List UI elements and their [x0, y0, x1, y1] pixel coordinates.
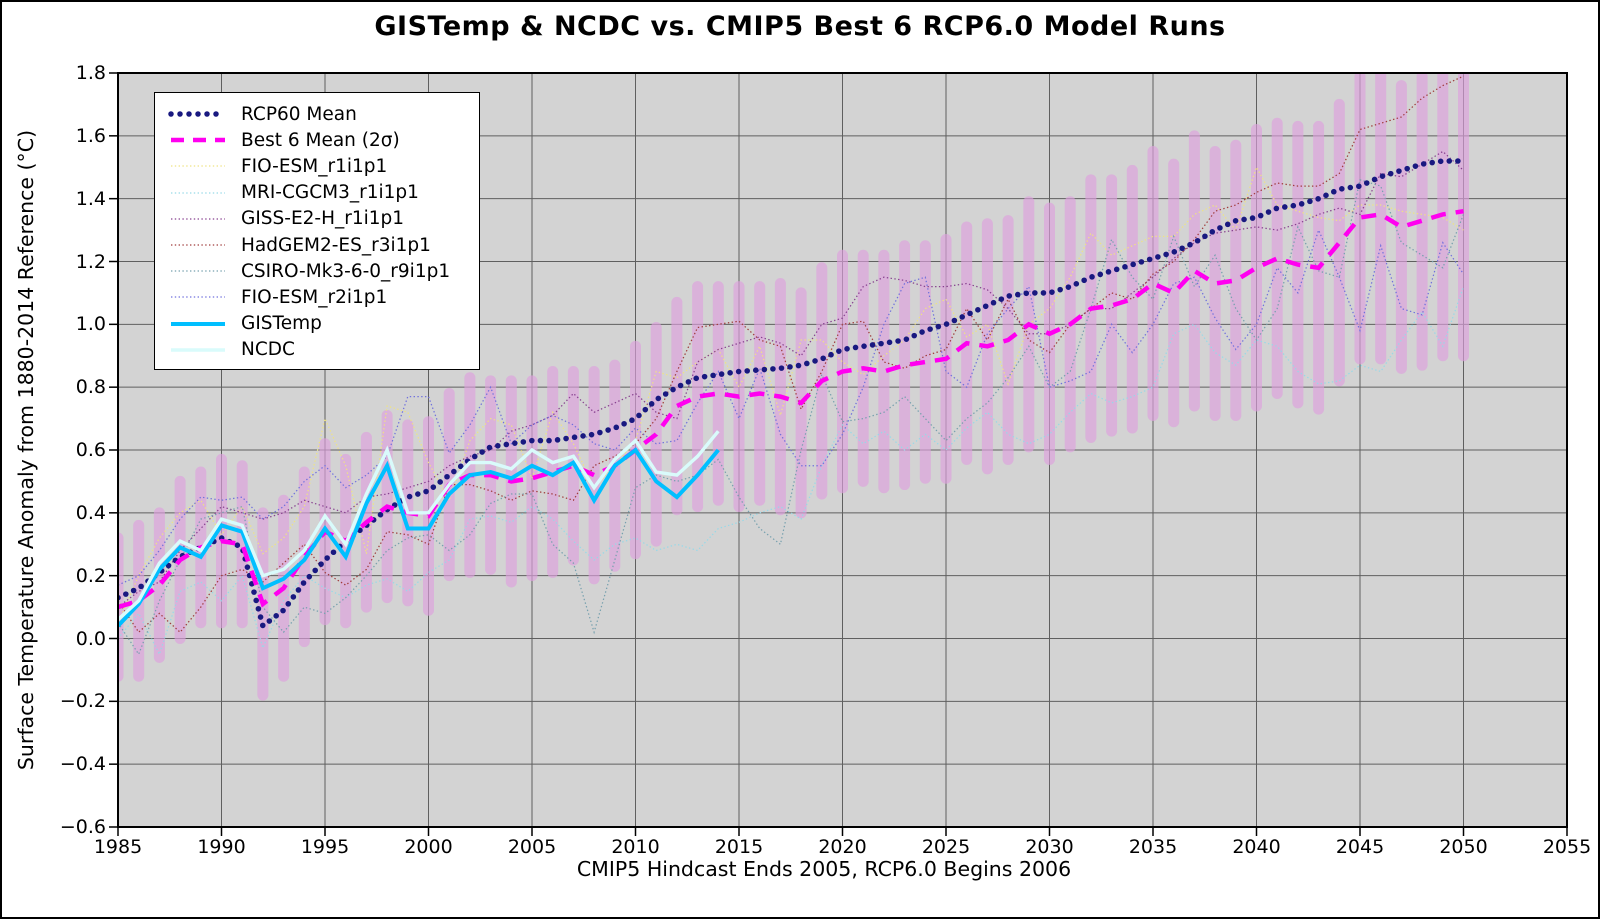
- y-tick-label: 1.8: [75, 62, 106, 84]
- x-tick-label: 2025: [921, 836, 971, 858]
- legend-swatch-hadgem2_es-line: [171, 244, 225, 246]
- legend-item-rcp60: RCP60 Mean: [167, 101, 479, 127]
- legend-label: MRI-CGCM3_r1i1p1: [241, 182, 419, 204]
- x-tick-label: 2000: [404, 836, 453, 858]
- y-tick-label: 0.2: [75, 564, 106, 587]
- series-line-fio_esm_r1: [118, 165, 1464, 624]
- x-tick-label: 2035: [1128, 836, 1178, 858]
- x-tick-label: 2040: [1232, 836, 1281, 858]
- legend-item-hadgem2_es: HadGEM2-ES_r3i1p1: [167, 232, 479, 258]
- legend-label: RCP60 Mean: [241, 103, 357, 125]
- legend-label: Best 6 Mean (2σ): [241, 129, 400, 151]
- legend-item-gistemp: GISTemp: [167, 311, 479, 337]
- x-tick-label: 2050: [1439, 836, 1488, 858]
- axes-spines: [117, 72, 1568, 828]
- legend-label: GISS-E2-H_r1i1p1: [241, 208, 405, 230]
- x-tick-label: 1985: [93, 836, 143, 858]
- x-tick-label: 2015: [714, 836, 764, 858]
- legend-swatch-rcp60-line: [168, 111, 228, 117]
- chart-title: GISTemp & NCDC vs. CMIP5 Best 6 RCP6.0 M…: [374, 11, 1226, 42]
- legend-swatch-giss_e2_h-line: [171, 218, 225, 220]
- y-tick-label: −0.2: [59, 690, 106, 713]
- legend-swatch-mri_cgcm3-line: [171, 192, 225, 194]
- y-tick-label: −0.6: [59, 816, 106, 838]
- y-tick-label: 1.2: [75, 250, 106, 273]
- x-tick-label: 1990: [197, 836, 246, 858]
- series-line-fio_esm_r2: [118, 228, 1465, 586]
- legend-item-fio_esm_r1: FIO-ESM_r1i1p1: [167, 153, 479, 179]
- legend-box: RCP60 Mean Best 6 Mean (2σ) FIO-ESM_r1i1p1…: [154, 92, 480, 370]
- series-line-giss_e2_h: [118, 150, 1464, 608]
- series-line-rcp60: [118, 158, 1467, 631]
- x-tick-label: 1995: [300, 836, 350, 858]
- y-tick-label: 0.6: [75, 439, 106, 461]
- legend-label: HadGEM2-ES_r3i1p1: [241, 234, 431, 256]
- legend-swatch-gistemp-line: [171, 321, 225, 326]
- y-tick-label: 1.0: [75, 313, 106, 336]
- legend-swatch-ncdc-line: [171, 348, 225, 352]
- legend-label: FIO-ESM_r2i1p1: [241, 286, 388, 308]
- legend-label: CSIRO-Mk3-6-0_r9i1p1: [241, 260, 451, 282]
- legend-swatch-fio_esm_r2-line: [171, 296, 225, 299]
- x-axis-label: CMIP5 Hindcast Ends 2005, RCP6.0 Begins …: [576, 857, 1072, 881]
- x-tick-label: 2010: [611, 836, 660, 858]
- tick-marks: [109, 72, 1568, 836]
- legend-item-ncdc: NCDC: [167, 337, 479, 363]
- series-line-ncdc: [118, 430, 720, 621]
- legend-swatch-fio_esm_r1-line: [171, 165, 225, 168]
- x-tick-label: 2020: [818, 836, 867, 858]
- legend-item-mri_cgcm3: MRI-CGCM3_r1i1p1: [167, 180, 479, 206]
- y-tick-label: 0.4: [75, 501, 106, 524]
- series-line-gistemp: [118, 447, 720, 628]
- legend-item-giss_e2_h: GISS-E2-H_r1i1p1: [167, 206, 479, 232]
- x-tick-label: 2030: [1025, 836, 1074, 858]
- legend-item-fio_esm_r2: FIO-ESM_r2i1p1: [167, 284, 479, 310]
- x-tick-label: 2055: [1542, 836, 1592, 858]
- legend-swatch-csiro_mk3-line: [171, 270, 225, 272]
- legend-label: NCDC: [241, 339, 295, 361]
- y-tick-label: 0.0: [75, 627, 106, 650]
- y-tick-label: −0.4: [59, 753, 106, 776]
- y-tick-label: 1.6: [75, 124, 106, 147]
- legend-item-csiro_mk3: CSIRO-Mk3-6-0_r9i1p1: [167, 258, 479, 284]
- y-tick-label: 1.4: [75, 187, 106, 210]
- legend-item-best6: Best 6 Mean (2σ): [167, 127, 479, 153]
- series-line-csiro_mk3: [118, 179, 1465, 656]
- legend-label: GISTemp: [241, 313, 322, 335]
- series-lines: [118, 75, 1467, 656]
- legend-label: FIO-ESM_r1i1p1: [241, 155, 388, 177]
- legend-swatch-best6-line: [171, 138, 225, 143]
- x-tick-label: 2045: [1335, 836, 1385, 858]
- x-tick-label: 2005: [507, 836, 557, 858]
- y-tick-label: 0.8: [75, 376, 106, 399]
- series-line-mri_cgcm3: [118, 286, 1465, 656]
